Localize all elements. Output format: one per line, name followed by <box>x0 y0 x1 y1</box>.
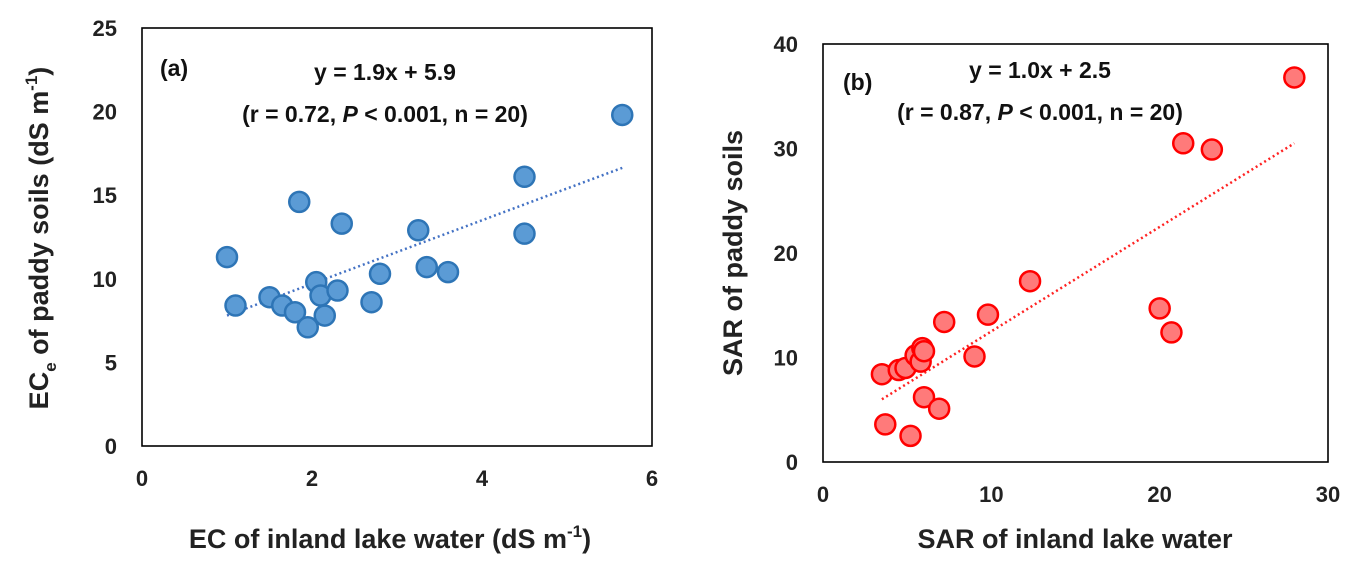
panel-b-x-tick-label: 30 <box>1316 482 1340 507</box>
panel-b-label: (b) <box>843 69 872 95</box>
panel-a-y-axis-title: ECe of paddy soils (dS m-1) <box>22 67 60 410</box>
panel-a-label: (a) <box>160 55 188 81</box>
panel-b-data-point <box>1283 66 1306 89</box>
panel-a-xlabel-end: ) <box>582 524 591 554</box>
panel-a-stats-p: P <box>342 101 358 127</box>
panel-a-data-point <box>224 294 247 317</box>
panel-b-y-axis-title: SAR of paddy soils <box>718 130 748 376</box>
panel-a-data-point <box>296 316 319 339</box>
panel-b-data-point <box>1160 321 1183 344</box>
panel-b-data-point <box>899 424 922 448</box>
panel-b-stats-pre: (r = 0.87, <box>897 99 997 125</box>
panel-a-y-tick-label: 25 <box>93 16 117 41</box>
panel-a-stats-post: < 0.001, n = 20) <box>358 101 528 127</box>
panel-b-points <box>870 66 1306 448</box>
panel-b-stats-p: P <box>997 99 1013 125</box>
panel-b-data-point <box>912 385 936 409</box>
panel-a-plot-frame <box>141 27 653 447</box>
panel-a-y-tick-label: 10 <box>93 267 117 292</box>
panel-b-x-axis-title: SAR of inland lake water <box>917 524 1233 554</box>
panel-a-data-point <box>513 222 536 245</box>
panel-a-x-tick-label: 6 <box>646 466 658 491</box>
panel-b-data-point <box>912 339 936 363</box>
panel-a-y-tick-label: 0 <box>105 434 117 459</box>
panel-b-trendline <box>881 142 1295 401</box>
panel-b-data-point <box>927 397 951 420</box>
panel-a-data-point <box>313 304 336 327</box>
panel-b-data-point <box>1200 138 1224 161</box>
panel-a-data-point <box>407 219 430 242</box>
panel-b-data-point <box>963 345 986 368</box>
panel-a-x-tick-label: 0 <box>136 466 148 491</box>
panel-b-y-tick-label: 30 <box>774 137 798 162</box>
panel-b-y-tick-label: 40 <box>774 32 798 57</box>
panel-a-ylabel-sub: e <box>41 362 60 371</box>
panel-a-y-tick-label: 20 <box>93 100 117 125</box>
panel-b-y-tick-label: 10 <box>774 346 798 371</box>
panel-a-data-point <box>215 245 239 269</box>
panel-a-ticks: 0 2 4 6 0 5 10 15 20 25 <box>93 16 659 491</box>
panel-b-stats-post: < 0.001, n = 20) <box>1013 99 1183 125</box>
panel-b-data-point <box>932 310 956 334</box>
panel-b-x-tick-label: 0 <box>817 482 829 507</box>
panel-b-y-tick-label: 20 <box>774 241 798 266</box>
panel-a-ylabel-main: EC <box>24 372 54 410</box>
panel-a-data-point <box>611 103 634 127</box>
panel-a-data-point <box>360 290 383 314</box>
panel-a-data-point <box>288 190 311 214</box>
panel-a-data-point <box>326 279 349 302</box>
panel-a-data-point <box>415 255 438 279</box>
panel-b-data-point <box>976 303 1000 326</box>
panel-b-ticks: 0 10 20 30 0 10 20 30 40 <box>774 32 1341 507</box>
panel-a-points <box>215 103 634 339</box>
panel-a-x-tick-label: 2 <box>306 466 318 491</box>
panel-b-x-tick-label: 20 <box>1147 482 1171 507</box>
panel-b-data-point <box>874 413 897 436</box>
panel-a-stats-pre: (r = 0.72, <box>242 101 342 127</box>
panel-b-y-tick-label: 0 <box>786 450 798 475</box>
panel-a-x-tick-label: 4 <box>476 466 489 491</box>
panel-a-trendline <box>226 166 623 317</box>
panel-b-x-tick-label: 10 <box>979 482 1003 507</box>
panel-b-stats: (r = 0.87, P < 0.001, n = 20) <box>897 99 1183 125</box>
panel-a-ylabel-end: ) <box>24 67 54 76</box>
panel-b-equation: y = 1.0x + 2.5 <box>969 57 1111 83</box>
panel-b-data-point <box>1018 269 1042 293</box>
panel-a-data-point <box>513 165 536 189</box>
panel-b-data-point <box>1171 132 1195 155</box>
panel-a-xlabel-sup: -1 <box>567 522 582 541</box>
panel-a-ylabel-sup: -1 <box>22 76 41 91</box>
panel-b-chart: 0 10 20 30 0 10 20 30 40 (b) y = 1.0x + 2.5 (r =… <box>718 32 1340 554</box>
panel-a-stats: (r = 0.72, P < 0.001, n = 20) <box>242 101 528 127</box>
panel-a-chart: 0 2 4 6 0 5 10 15 20 25 (a) y = 1.9x + 5.9 (r = 0… <box>22 16 658 554</box>
panel-a-xlabel: EC of inland lake water (dS m <box>189 524 567 554</box>
panel-b-data-point <box>1148 297 1171 320</box>
panel-a-x-axis-title: EC of inland lake water (dS m-1) <box>189 522 591 554</box>
panel-a-y-tick-label: 5 <box>105 350 117 375</box>
panel-a-equation: y = 1.9x + 5.9 <box>314 59 456 85</box>
panel-a-data-point <box>283 300 307 324</box>
panel-a-ylabel-rest: of paddy soils (dS m <box>24 91 54 363</box>
panel-a-y-tick-label: 15 <box>93 183 117 208</box>
panel-b-plot-frame <box>822 43 1329 463</box>
panel-a-data-point <box>330 212 353 235</box>
panel-a-data-point <box>436 260 460 284</box>
panel-a-data-point <box>368 262 392 286</box>
